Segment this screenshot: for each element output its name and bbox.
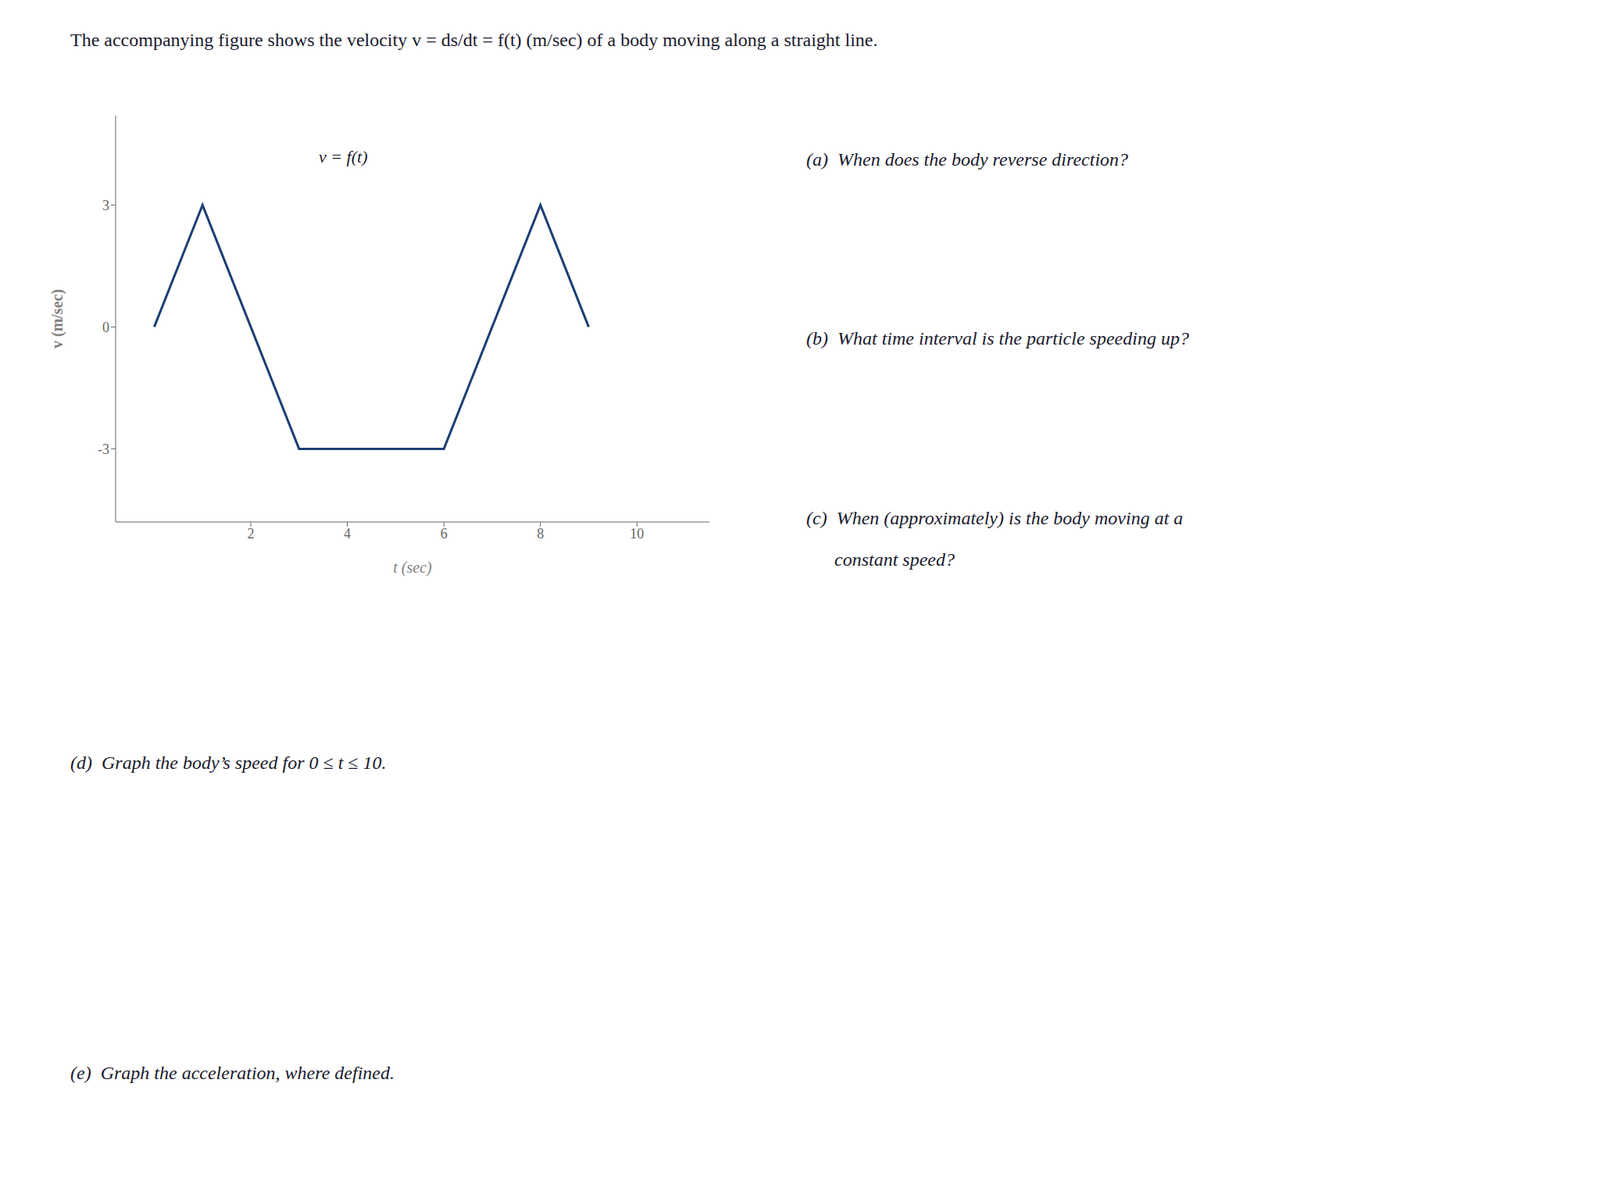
svg-text:4: 4 bbox=[343, 525, 351, 542]
html-text:(d) Graph the body’s speed for: (d) Graph the body’s speed for 0 ≤ t ≤ 1… bbox=[70, 752, 387, 773]
svg-text:0: 0 bbox=[102, 319, 110, 336]
svg-text:6: 6 bbox=[440, 525, 448, 542]
html-text:constant speed?: constant speed? bbox=[806, 549, 955, 570]
svg-text:8: 8 bbox=[536, 525, 544, 542]
html-text:(a) When does the body reverse: (a) When does the body reverse direction… bbox=[806, 149, 1129, 170]
svg-text:t (sec): t (sec) bbox=[392, 558, 433, 577]
html-text:(c) When (approximately) is th: (c) When (approximately) is the body mov… bbox=[806, 507, 1184, 529]
html-text:(b) What time interval is the: (b) What time interval is the particle s… bbox=[806, 328, 1189, 349]
svg-text:v (m/sec): v (m/sec) bbox=[48, 289, 67, 349]
svg-text:-3: -3 bbox=[97, 441, 110, 458]
svg-text:10: 10 bbox=[629, 525, 644, 542]
svg-text:2: 2 bbox=[247, 525, 255, 542]
html-text:v = f(t): v = f(t) bbox=[318, 146, 368, 167]
svg-text:3: 3 bbox=[102, 197, 110, 214]
html-text:(e) Graph the acceleration, wh: (e) Graph the acceleration, where define… bbox=[70, 1062, 395, 1083]
html-text:The accompanying figure shows: The accompanying figure shows the veloci… bbox=[70, 29, 878, 50]
